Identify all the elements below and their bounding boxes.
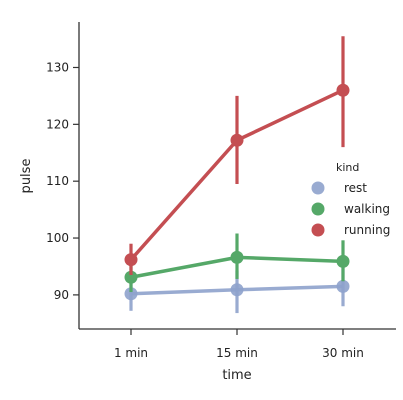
legend-label-rest: rest — [344, 181, 367, 195]
data-point — [124, 270, 138, 284]
series-running — [124, 36, 350, 275]
data-point — [336, 254, 350, 268]
legend-marker-walking — [311, 202, 325, 216]
x-tick-label: 1 min — [114, 346, 148, 360]
plot-area — [124, 36, 350, 314]
data-point — [124, 287, 138, 301]
y-tick-label: 100 — [46, 231, 69, 245]
x-axis-label: time — [222, 368, 251, 383]
y-tick-label: 130 — [46, 60, 69, 74]
legend-label-walking: walking — [344, 202, 390, 216]
y-tick-label: 120 — [46, 117, 69, 131]
legend-marker-running — [311, 223, 325, 237]
legend-title: kind — [336, 161, 359, 174]
y-tick-label: 90 — [54, 288, 69, 302]
series-walking — [124, 233, 350, 293]
y-tick-label: 110 — [46, 174, 69, 188]
x-ticks: 1 min 15 min 30 min — [114, 329, 364, 360]
data-point — [230, 133, 244, 147]
data-point — [336, 83, 350, 97]
legend: kind rest walking running — [311, 161, 390, 237]
data-point — [230, 283, 244, 297]
legend-label-running: running — [344, 223, 390, 237]
y-axis-label: pulse — [19, 159, 34, 194]
data-point — [230, 250, 244, 264]
data-point — [124, 253, 138, 267]
x-tick-label: 30 min — [322, 346, 364, 360]
legend-marker-rest — [311, 181, 325, 195]
y-ticks: 90 100 110 120 130 — [46, 60, 79, 302]
x-tick-label: 15 min — [216, 346, 258, 360]
data-point — [336, 279, 350, 293]
